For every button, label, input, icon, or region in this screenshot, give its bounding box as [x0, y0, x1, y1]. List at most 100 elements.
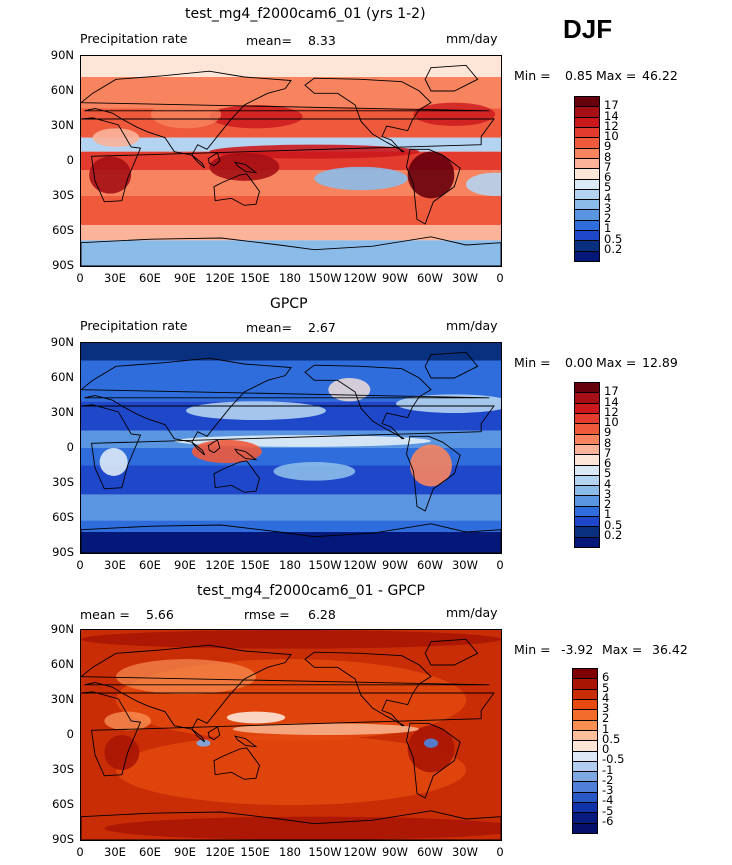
- colorbar-swatch: [575, 444, 599, 456]
- colorbar-swatch: [573, 803, 597, 814]
- colorbar-swatch: [575, 210, 599, 221]
- lon-tick-label: 30W: [451, 845, 478, 859]
- lon-tick-label: 150W: [308, 271, 342, 285]
- coastline: [81, 404, 495, 490]
- lon-tick-label: 60E: [139, 558, 161, 572]
- colorbar-swatch: [575, 169, 599, 180]
- variable-label: Precipitation rate: [80, 318, 188, 333]
- colorbar-swatch: [575, 200, 599, 211]
- field-patch: [191, 439, 262, 464]
- lon-tick-label: 30E: [104, 271, 126, 285]
- colorbar-swatch: [575, 107, 599, 118]
- max-value: 36.42: [652, 642, 688, 657]
- field-patch: [99, 448, 128, 476]
- field-patch: [407, 725, 455, 773]
- coastline: [406, 148, 461, 225]
- field-patch: [81, 225, 501, 241]
- colorbar-label: 0.2: [604, 527, 623, 542]
- colorbar-swatch: [575, 117, 599, 128]
- colorbar-swatch: [573, 823, 597, 833]
- colorbar-label: 10: [604, 415, 619, 429]
- max-value: 12.89: [642, 355, 678, 370]
- colorbar-swatch: [575, 465, 599, 476]
- field-patch: [104, 816, 501, 840]
- colorbar-swatch: [575, 517, 599, 528]
- lon-tick-label: 0: [496, 271, 504, 285]
- field-patch: [151, 100, 221, 129]
- lon-tick-label: 120W: [343, 271, 377, 285]
- colorbar-label: 8: [604, 149, 612, 164]
- colorbar-swatch: [573, 782, 597, 793]
- lat-tick-label: 0: [66, 153, 74, 167]
- colorbar-swatch: [573, 669, 597, 680]
- lat-tick-label: 90S: [52, 545, 74, 559]
- colorbar-label: 3: [604, 486, 612, 501]
- lon-tick-label: 150W: [308, 845, 342, 859]
- max-label: Max =: [596, 355, 637, 370]
- colorbar-label: 12: [604, 118, 619, 133]
- colorbar-label: 14: [604, 108, 619, 123]
- mean-value: 5.66: [146, 607, 174, 622]
- lon-tick-label: 0: [76, 558, 84, 572]
- colorbar-label: -2: [602, 772, 614, 787]
- lat-tick-label: 30S: [52, 475, 74, 489]
- field-patch: [81, 56, 501, 77]
- lon-tick-label: 0: [496, 558, 504, 572]
- field-patch: [81, 494, 501, 521]
- colorbar-swatch: [575, 506, 599, 518]
- field-patch: [424, 738, 438, 748]
- colorbar-swatch: [575, 158, 599, 170]
- mean-value: 2.67: [308, 320, 336, 335]
- colorbar-label: 6: [604, 456, 612, 470]
- field-patch: [81, 151, 501, 171]
- lon-tick-label: 180: [279, 845, 301, 859]
- colorbar-swatch: [575, 179, 599, 190]
- panel-title: GPCP: [270, 296, 308, 312]
- colorbar-swatch: [573, 710, 597, 721]
- lat-tick-label: 30N: [50, 405, 74, 419]
- field-patch: [81, 77, 501, 109]
- colorbar-label: -5: [602, 803, 614, 818]
- lat-tick-label: 90N: [50, 48, 74, 62]
- field-patch: [92, 128, 140, 147]
- colorbar-label: 4: [604, 190, 612, 205]
- lat-tick-label: 60S: [52, 223, 74, 237]
- field-patch: [410, 444, 452, 487]
- field-patch: [466, 172, 501, 196]
- lat-tick-label: 0: [66, 727, 74, 741]
- coastline: [406, 722, 461, 799]
- field-patch: [396, 394, 501, 413]
- field-patch: [81, 240, 501, 266]
- field-patch: [81, 343, 501, 361]
- colorbar-model: [574, 96, 600, 262]
- colorbar-swatch: [573, 689, 597, 700]
- colorbar-label: 2: [602, 711, 610, 726]
- lon-tick-label: 60W: [416, 845, 443, 859]
- colorbar-swatch: [573, 813, 597, 824]
- field-patch: [407, 151, 455, 199]
- field-patch: [232, 723, 420, 735]
- rmse-value: 6.28: [308, 607, 336, 622]
- lon-tick-label: 30E: [104, 558, 126, 572]
- field-patch: [413, 102, 496, 126]
- coastline: [81, 236, 501, 266]
- lon-tick-label: 30W: [451, 271, 478, 285]
- lat-tick-label: 90S: [52, 832, 74, 846]
- field-patch: [116, 659, 256, 695]
- units-label: mm/day: [446, 605, 498, 620]
- lat-tick-label: 60N: [50, 657, 74, 671]
- colorbar-swatch: [573, 772, 597, 783]
- max-label: Max =: [602, 642, 643, 657]
- rmse-key: rmse =: [244, 607, 290, 622]
- lon-tick-label: 150E: [240, 271, 270, 285]
- colorbar-swatch: [575, 403, 599, 414]
- field-patch: [209, 105, 303, 129]
- mean-value: 8.33: [308, 33, 336, 48]
- colorbar-swatch: [575, 393, 599, 404]
- colorbar-swatch: [575, 97, 599, 108]
- coastline: [81, 644, 490, 730]
- coastline: [213, 747, 260, 780]
- colorbar-label: 3: [602, 701, 610, 715]
- field-patch: [81, 520, 501, 532]
- coastline: [234, 161, 258, 174]
